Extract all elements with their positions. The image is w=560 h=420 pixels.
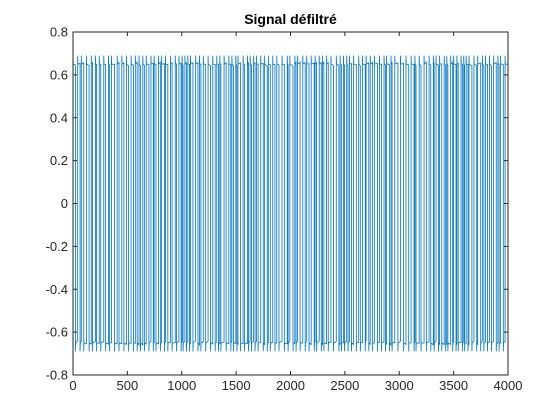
- y-tick-label: 0.4: [50, 110, 68, 125]
- x-tick-labels: 0 500 1000 1500 2000 2500 3000 3500 4000: [69, 378, 522, 393]
- x-tick-label: 500: [117, 378, 139, 393]
- y-tick-label: 0.8: [50, 25, 68, 40]
- y-tick-label: -0.8: [46, 368, 68, 383]
- y-tick-label: -0.6: [46, 325, 68, 340]
- y-tick-label: -0.4: [46, 282, 68, 297]
- plot-area: [73, 32, 508, 375]
- x-tick-label: 2000: [276, 378, 305, 393]
- chart-title: Signal défiltré: [244, 11, 337, 27]
- x-tick-label: 0: [69, 378, 76, 393]
- x-tick-label: 1500: [222, 378, 251, 393]
- x-tick-label: 4000: [494, 378, 523, 393]
- y-tick-label: 0: [61, 196, 68, 211]
- x-tick-label: 1000: [167, 378, 196, 393]
- y-tick-label: 0.6: [50, 67, 68, 82]
- x-tick-label: 3000: [385, 378, 414, 393]
- y-tick-label: -0.2: [46, 239, 68, 254]
- y-tick-label: 0.2: [50, 153, 68, 168]
- x-tick-label: 2500: [330, 378, 359, 393]
- x-tick-label: 3500: [439, 378, 468, 393]
